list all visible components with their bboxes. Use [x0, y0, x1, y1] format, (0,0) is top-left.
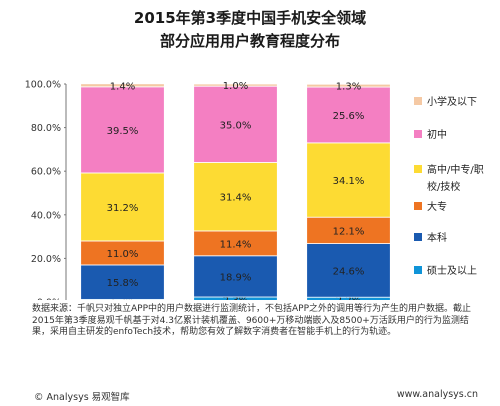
bar-segment [80, 86, 165, 174]
data-label: 35.0% [220, 120, 252, 131]
bar-segment [306, 86, 391, 144]
bar-segment [306, 216, 391, 244]
legend-label-line: 大专 [427, 200, 447, 213]
y-tick-label: 100.0% [25, 80, 61, 91]
footer-copyright: © Analysys 易观智库 [34, 392, 130, 403]
bar-segment [193, 162, 278, 232]
y-tick-label: 20.0% [31, 254, 61, 265]
stacked-bar-chart: 0.0%20.0%40.0%60.0%80.0%100.0% 1.2%15.8%… [25, 80, 484, 301]
data-label: 11.0% [107, 249, 139, 260]
data-label: 12.1% [333, 226, 365, 237]
legend-label-line: 小学及以下 [427, 95, 477, 108]
y-tick-label: 80.0% [31, 123, 61, 134]
legend-label: 本科 [427, 231, 447, 244]
legend-label: 硕士及以上 [427, 264, 477, 277]
y-axis: 0.0% 20.0% 40.0% 60.0% 80.0% 100.0% [25, 80, 67, 301]
legend-swatch [414, 202, 422, 210]
legend-swatch [414, 266, 422, 274]
legend-swatch [414, 130, 422, 138]
bar-segment [80, 83, 165, 88]
data-label: 31.4% [220, 193, 252, 204]
data-label: 1.3% [336, 82, 361, 93]
data-label: 1.4% [110, 81, 135, 92]
legend-label: 高中/中专/职校/技校 [427, 163, 484, 193]
legend-swatch [414, 97, 422, 105]
data-label: 24.6% [333, 266, 365, 277]
legend-swatch [414, 233, 422, 241]
bar-segment [306, 83, 391, 88]
bar-segment [306, 142, 391, 218]
data-label: 39.5% [107, 126, 139, 137]
data-label: 11.4% [220, 239, 252, 250]
data-label: 18.9% [220, 272, 252, 283]
legend-label-line: 硕士及以上 [427, 264, 477, 277]
bar-segment [193, 85, 278, 163]
data-label: 34.1% [333, 176, 365, 187]
legend-label: 初中 [427, 128, 447, 141]
data-label: 15.8% [107, 278, 139, 289]
data-source-note: 数据来源：千帆只对独立APP中的用户数据进行监测统计，不包括APP之外的调用等行… [32, 304, 472, 338]
legend-swatch [414, 165, 422, 173]
legend-label-line: 初中 [427, 128, 447, 141]
data-label: 2.3% [223, 295, 248, 300]
data-label: 2.2% [336, 296, 361, 300]
legend-label-line: 本科 [427, 231, 447, 244]
footer-website: www.analysys.cn [396, 389, 478, 400]
bars: 1.2%15.8%11.0%31.2%39.5%1.4%腾讯手机管家2.3%18… [80, 81, 391, 300]
y-tick-label: 40.0% [31, 210, 61, 221]
chart-subtitle: 部分应用用户教育程度分布 [159, 32, 340, 50]
data-label: 25.6% [333, 111, 365, 122]
legend-label: 小学及以下 [427, 95, 477, 108]
data-label: 1.0% [223, 81, 248, 92]
chart-title: 2015年第3季度中国手机安全领域 [133, 9, 367, 27]
bar-segment [193, 83, 278, 87]
legend-label-line: 校/技校 [427, 180, 460, 193]
data-label: 31.2% [107, 203, 139, 214]
legend-label: 大专 [427, 200, 447, 213]
y-tick-label: 0.0% [37, 298, 61, 301]
y-tick-label: 60.0% [31, 167, 61, 178]
legend-label-line: 高中/中专/职 [427, 163, 484, 176]
bar-segment [306, 243, 391, 298]
bar-segment [80, 172, 165, 242]
bar-segment [80, 264, 165, 300]
